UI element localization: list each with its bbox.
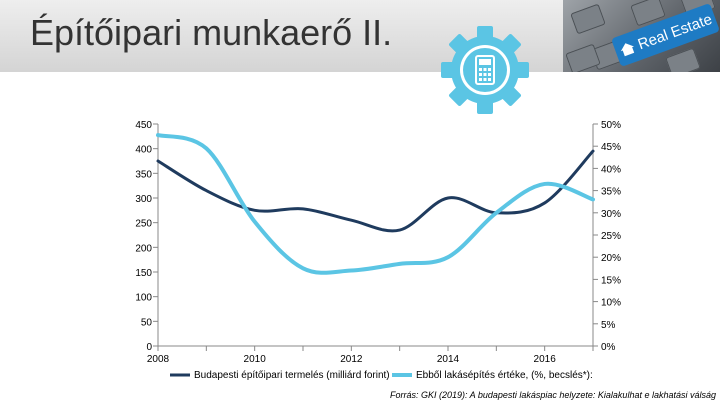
y-right-tick-label: 5% [601, 320, 616, 331]
calculator-gear-icon [441, 26, 529, 114]
y-right-tick-label: 10% [601, 298, 621, 309]
y-left-tick-label: 300 [135, 194, 152, 205]
y-left-tick-label: 250 [135, 219, 152, 230]
y-left-tick-label: 0 [146, 342, 152, 353]
x-tick-label: 2010 [244, 354, 267, 365]
header-bar: Építőipari munkaerő II. Real Estate [0, 0, 720, 72]
y-right-tick-label: 20% [601, 253, 621, 264]
y-left-tick-label: 200 [135, 243, 152, 254]
y-left-tick-label: 150 [135, 268, 152, 279]
y-right-tick-label: 15% [601, 275, 621, 286]
house-icon [620, 43, 634, 57]
legend-label: Budapesti építőipari termelés (milliárd … [194, 370, 390, 381]
y-right-tick-label: 30% [601, 209, 621, 220]
y-left-tick-label: 100 [135, 293, 152, 304]
y-left-tick-label: 450 [135, 120, 152, 131]
line-chart: 0 50 100 150 200 250 300 350 400 450 0% 5% 10% 15% 20%… [135, 120, 621, 381]
y-left-tick-label: 400 [135, 145, 152, 156]
y-right-tick-label: 40% [601, 164, 621, 175]
real-estate-key: Real Estate [611, 2, 720, 68]
y-right-tick-label: 35% [601, 187, 621, 198]
y-left-tick-label: 50 [141, 317, 153, 328]
x-tick-label: 2012 [340, 354, 363, 365]
legend-label: Ebből lakásépítés értéke, (%, becslés*): [416, 370, 593, 381]
real-estate-photo: Real Estate [563, 0, 720, 72]
x-tick-label: 2016 [534, 354, 557, 365]
series-line-production [156, 149, 595, 233]
page-title: Építőipari munkaerő II. [30, 12, 393, 53]
y-left-tick-label: 350 [135, 169, 152, 180]
y-right-tick-label: 25% [601, 231, 621, 242]
series-line-housing-share [156, 133, 595, 275]
y-right-tick-label: 0% [601, 342, 616, 353]
y-right-tick-label: 45% [601, 142, 621, 153]
y-right-tick-label: 50% [601, 120, 621, 131]
source-note: Forrás: GKI (2019): A budapesti lakáspia… [389, 390, 716, 400]
x-tick-label: 2014 [437, 354, 460, 365]
x-tick-label: 2008 [147, 354, 170, 365]
